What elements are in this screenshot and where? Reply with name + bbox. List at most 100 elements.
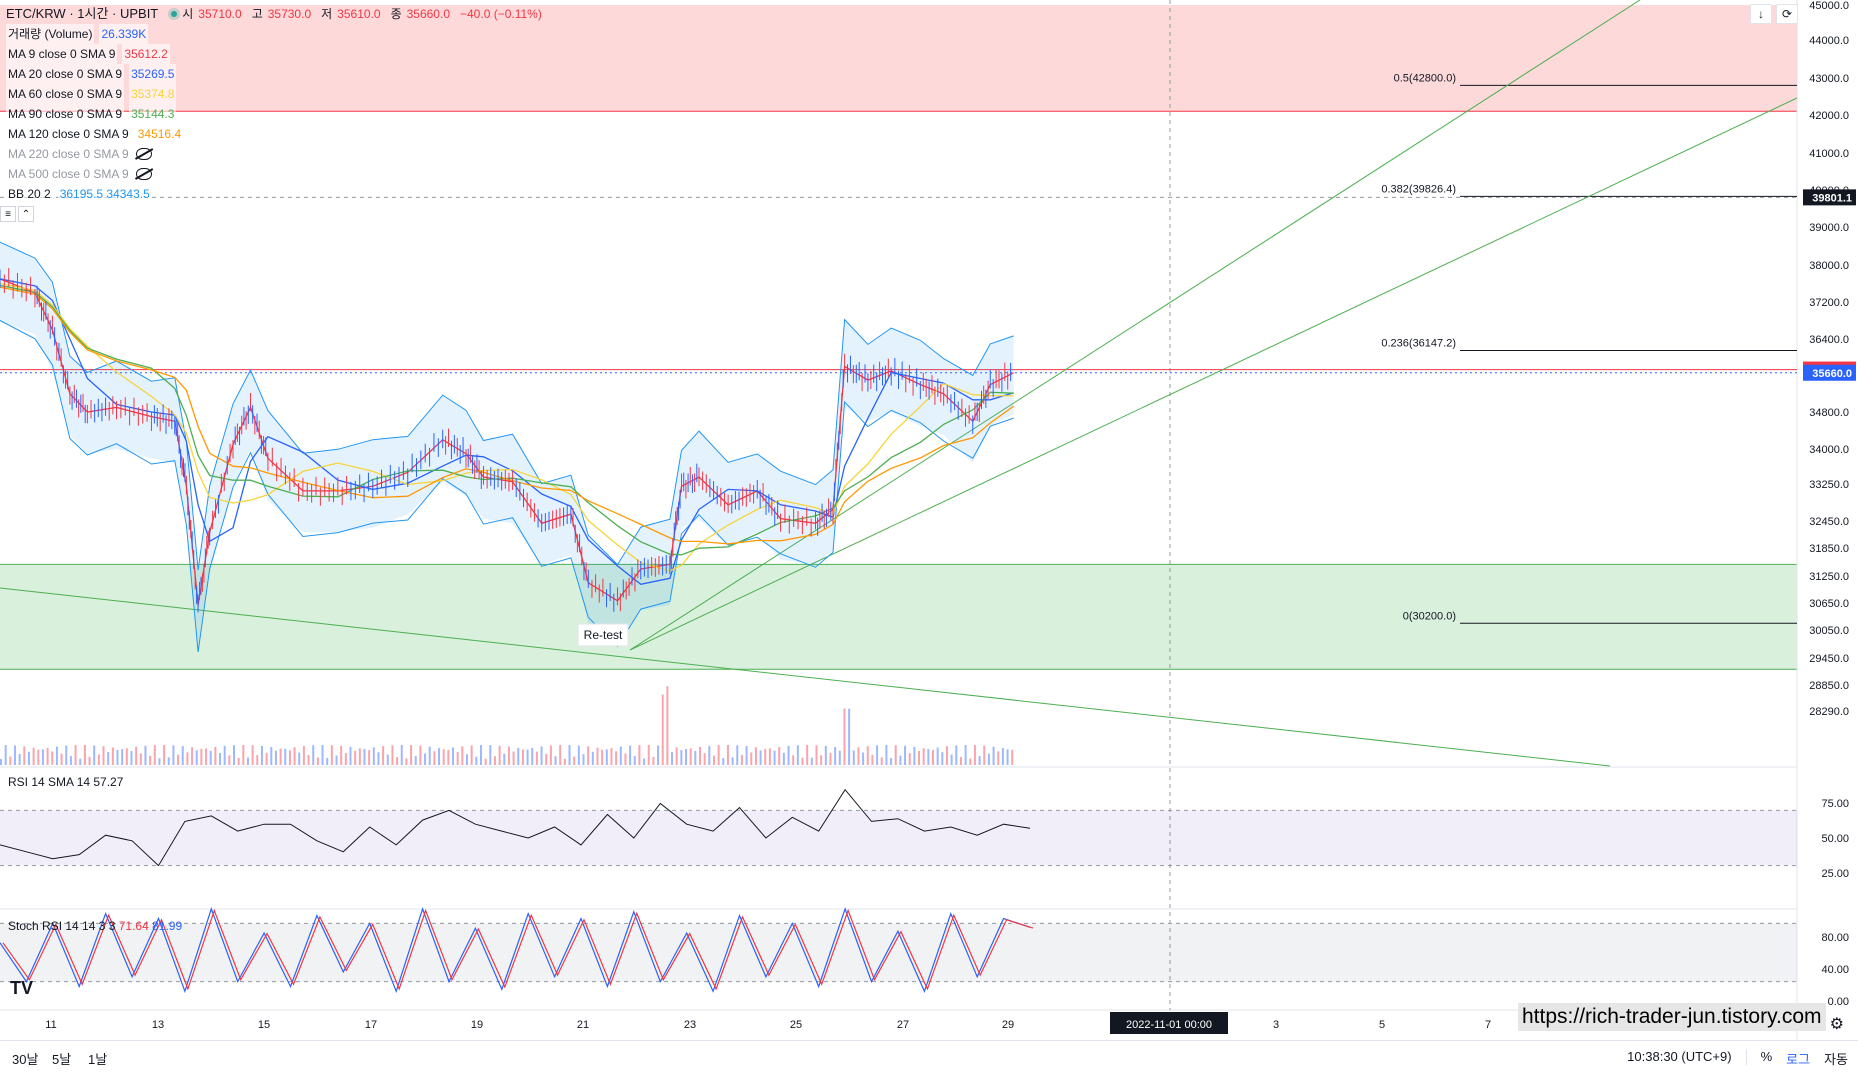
volume-bar xyxy=(694,750,697,765)
fib-levels: 0.5(42800.0) 0.382(39826.4) 0.236(36147.2)… xyxy=(1381,72,1797,624)
volume-bar xyxy=(144,745,147,765)
volume-bar xyxy=(400,745,403,765)
legend-item[interactable]: MA 90 close 0 SMA 9 35144.3 xyxy=(6,104,547,124)
tradingview-logo-icon[interactable]: TV xyxy=(10,978,34,998)
volume-bar xyxy=(894,745,897,765)
volume-bar xyxy=(93,745,96,765)
time-tick: 19 xyxy=(471,1019,483,1031)
legend-item[interactable]: MA 220 close 0 SMA 9 xyxy=(6,144,547,164)
volume-bar xyxy=(610,748,613,765)
trendline-shallow xyxy=(629,97,1798,651)
download-icon[interactable]: ↓ xyxy=(1750,4,1772,24)
volume-bar xyxy=(838,750,841,765)
chart-canvas[interactable]: 0.5(42800.0) 0.382(39826.4) 0.236(36147.2)… xyxy=(0,0,1858,1040)
volume-bar xyxy=(792,755,795,765)
fib-label: 0(30200.0) xyxy=(1403,610,1456,622)
price-tick: 39000.0 xyxy=(1809,222,1849,234)
volume-bar xyxy=(726,745,729,765)
volume-bar xyxy=(4,745,7,765)
stoch-d-line xyxy=(2,908,1034,991)
volume-bar xyxy=(288,750,291,765)
volume-bar xyxy=(414,755,417,765)
volume-bar xyxy=(200,748,203,765)
volume-bar xyxy=(107,752,110,765)
volume-bar xyxy=(731,757,734,765)
volume-bar xyxy=(890,758,893,765)
volume-bar xyxy=(27,751,30,765)
volume-bar xyxy=(9,756,12,765)
volume-bar xyxy=(83,745,86,765)
symbol-row: ETC/KRW · 1시간 · UPBIT 시 35710.0 고 35730.0 … xyxy=(6,4,547,24)
volume-bar xyxy=(540,746,543,765)
volume-bar xyxy=(46,747,49,765)
time-tick: 27 xyxy=(897,1019,909,1031)
chart-tools: ↓ ⟳ xyxy=(1746,4,1798,24)
volume-bar xyxy=(354,750,357,765)
symbol-title[interactable]: ETC/KRW · 1시간 · UPBIT xyxy=(6,6,159,21)
volume-bar xyxy=(326,757,329,765)
volume-bar xyxy=(256,755,259,765)
auto-scale-toggle[interactable]: 자동 xyxy=(1824,1052,1848,1067)
price-tick: 43000.0 xyxy=(1809,73,1849,85)
time-tick: 7 xyxy=(1485,1019,1491,1031)
legend-value: 35144.3 xyxy=(129,104,177,124)
legend-item[interactable]: MA 20 close 0 SMA 9 35269.5 xyxy=(6,64,547,84)
volume-bar xyxy=(699,746,701,765)
volume-bar xyxy=(97,754,100,765)
volume-bar xyxy=(344,753,347,765)
volume-bar xyxy=(349,746,352,765)
hidden-eye-icon[interactable] xyxy=(135,168,152,180)
volume-bar xyxy=(223,745,226,765)
legend-item[interactable]: 거래량 (Volume) 26.339K xyxy=(6,24,547,44)
legend-item[interactable]: MA 120 close 0 SMA 9 34516.4 xyxy=(6,124,547,144)
range-5d-button[interactable]: 5날 xyxy=(52,1052,72,1067)
volume-bar xyxy=(992,746,995,765)
volume-bar xyxy=(135,746,138,765)
volume-bar xyxy=(703,753,706,765)
volume-bar xyxy=(470,745,473,765)
volume-bar xyxy=(601,749,604,765)
legend-item[interactable]: MA 60 close 0 SMA 9 35374.8 xyxy=(6,84,547,104)
rsi-tick: 50.00 xyxy=(1821,833,1849,845)
volume-bar xyxy=(862,752,865,765)
volume-bar xyxy=(428,746,431,765)
legend-item[interactable]: BB 20 2 36195.5 34343.5 xyxy=(6,184,547,204)
rsi-label: RSI 14 SMA 14 57.27 xyxy=(8,775,124,789)
volume-bar xyxy=(424,753,427,765)
time-tick: 17 xyxy=(365,1019,377,1031)
price-tick: 36400.0 xyxy=(1809,334,1849,346)
range-1d-button[interactable]: 1날 xyxy=(88,1052,108,1067)
volume-bar xyxy=(978,755,981,765)
volume-bar xyxy=(386,754,389,765)
price-label: 39801.1 xyxy=(1812,192,1852,204)
crosshair-time-bg xyxy=(1110,1012,1228,1034)
settings-gear-icon[interactable]: ⚙ xyxy=(1829,1016,1844,1033)
legend-item[interactable]: MA 500 close 0 SMA 9 xyxy=(6,164,547,184)
volume-bar xyxy=(260,745,263,765)
price-tick: 34000.0 xyxy=(1809,444,1849,456)
volume-bar xyxy=(177,754,180,765)
volume-bar xyxy=(526,749,529,765)
log-scale-toggle[interactable]: 로그 xyxy=(1786,1052,1811,1067)
stoch-tick: 40.00 xyxy=(1821,964,1849,976)
volume-bar xyxy=(489,745,492,765)
time-tick: 15 xyxy=(258,1019,270,1031)
menu-icon[interactable]: ≡ xyxy=(0,206,16,222)
chart-legend: ETC/KRW · 1시간 · UPBIT 시 35710.0 고 35730.0 … xyxy=(6,4,547,204)
clock[interactable]: 10:38:30 (UTC+9) xyxy=(1627,1049,1732,1064)
volume-bar xyxy=(717,745,720,765)
volume-bar xyxy=(475,756,478,765)
volume-bar xyxy=(438,748,441,765)
volume-bar xyxy=(973,745,976,765)
volume-bar xyxy=(330,745,333,765)
chevron-up-icon[interactable]: ⌃ xyxy=(18,206,34,222)
rsi-tick: 25.00 xyxy=(1821,868,1849,880)
hidden-eye-icon[interactable] xyxy=(135,148,152,160)
percent-scale-toggle[interactable]: % xyxy=(1760,1049,1773,1064)
price-tick: 45000.0 xyxy=(1809,0,1849,12)
legend-item[interactable]: MA 9 close 0 SMA 9 35612.2 xyxy=(6,44,547,64)
refresh-icon[interactable]: ⟳ xyxy=(1776,4,1798,24)
volume-bar xyxy=(997,751,1000,765)
range-30d-button[interactable]: 30날 xyxy=(12,1052,39,1067)
re-test-annotation: Re-test xyxy=(577,623,629,647)
